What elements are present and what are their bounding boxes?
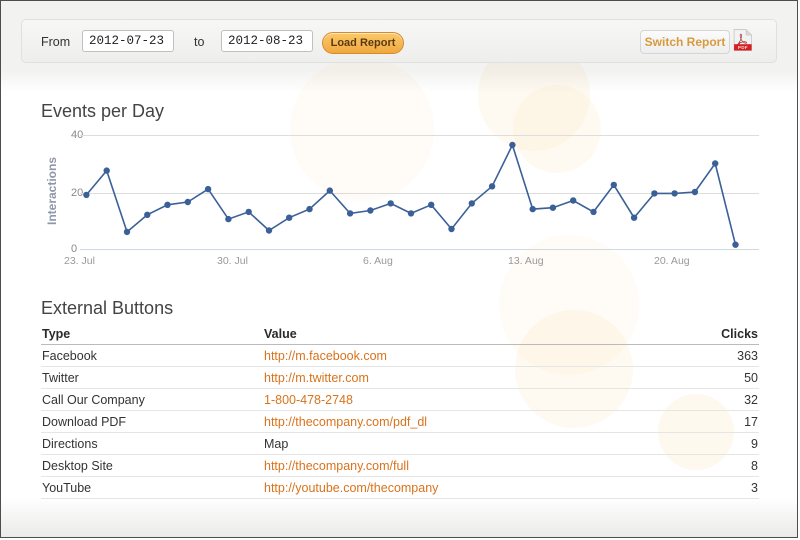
- svg-text:PDF: PDF: [738, 45, 748, 50]
